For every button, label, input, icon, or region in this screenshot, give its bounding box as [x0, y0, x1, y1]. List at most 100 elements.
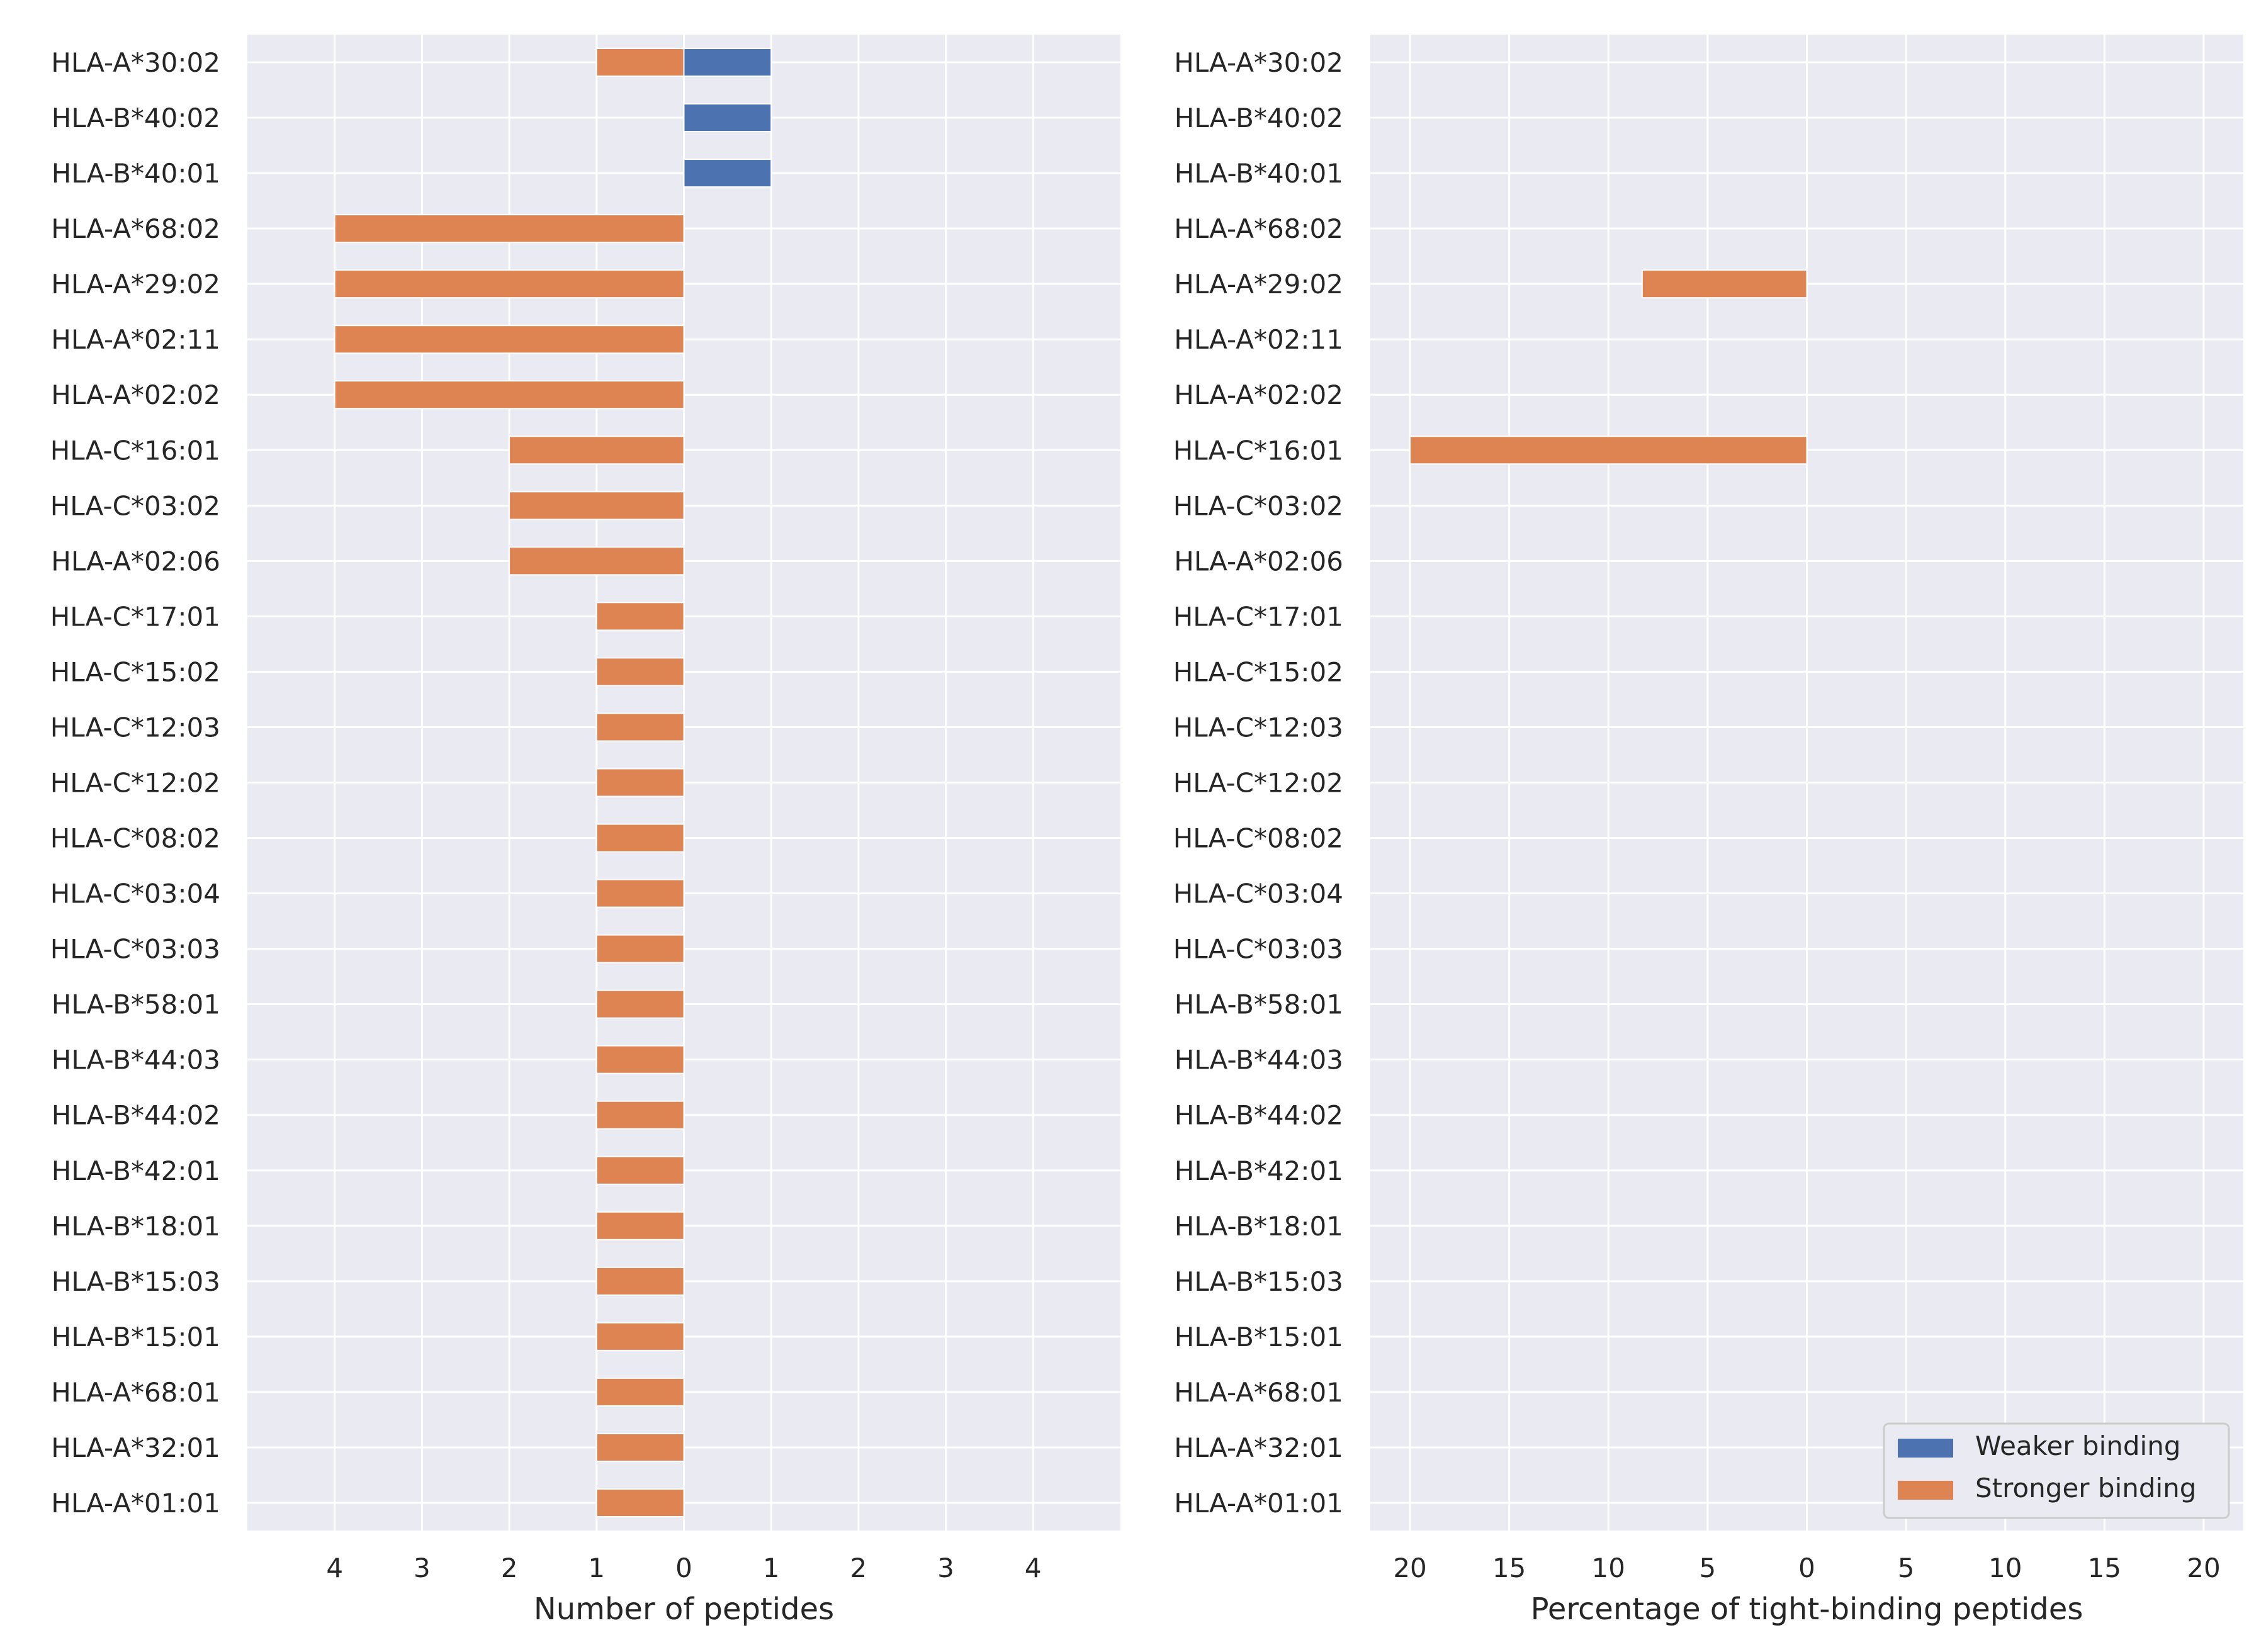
x-tick-label: 20	[2187, 1553, 2220, 1583]
y-tick-label-hla-a-29-02: HLA-A*29:02	[51, 269, 220, 300]
x-tick-label: 10	[1592, 1553, 1625, 1583]
y-tick-label-hla-b-15-01: HLA-B*15:01	[52, 1322, 220, 1352]
bar-stronger-binding-hla-c-12-02	[595, 768, 685, 797]
y-tick-label-hla-c-16-01: HLA-C*16:01	[50, 435, 220, 466]
bar-stronger-binding-hla-b-18-01	[595, 1211, 685, 1240]
bar-stronger-binding-hla-c-16-01	[1409, 435, 1808, 465]
y-tick-label-hla-a-02-06: HLA-A*02:06	[1174, 546, 1343, 576]
y-tick-label-hla-c-15-02: HLA-C*15:02	[50, 656, 220, 687]
y-tick-label-hla-a-68-01: HLA-A*68:01	[1174, 1377, 1343, 1408]
y-tick-label-hla-b-18-01: HLA-B*18:01	[1175, 1211, 1343, 1242]
y-tick-label-hla-c-17-01: HLA-C*17:01	[1173, 601, 1343, 632]
x-tick-label: 3	[937, 1553, 954, 1583]
legend-frame	[1883, 1422, 2230, 1519]
y-tick-label-hla-b-58-01: HLA-B*58:01	[52, 989, 220, 1020]
y-tick-label-hla-a-30-02: HLA-A*30:02	[51, 47, 220, 78]
y-tick-label-hla-b-15-01: HLA-B*15:01	[1175, 1322, 1343, 1352]
left-panel-number-of-peptides: 4 3 2 1 0 1 2 3 4 HLA-A*30:02 HLA-B*40:02 HLA-B*40:…	[50, 35, 1120, 1627]
y-tick-label-hla-a-01-01: HLA-A*01:01	[1174, 1488, 1343, 1519]
bar-stronger-binding-hla-a-29-02	[334, 269, 685, 299]
y-tick-label-hla-a-29-02: HLA-A*29:02	[1174, 269, 1343, 300]
x-tick-label: 5	[1700, 1553, 1716, 1583]
bar-stronger-binding-hla-a-02-06	[509, 546, 685, 576]
bar-stronger-binding-hla-b-42-01	[595, 1155, 685, 1185]
y-tick-label-hla-b-44-03: HLA-B*44:03	[1175, 1045, 1343, 1076]
bar-stronger-binding-hla-a-02-11	[334, 325, 685, 354]
legend-swatch-stronger-binding	[1898, 1481, 1953, 1500]
x-tick-label: 0	[675, 1553, 692, 1583]
bar-weaker-binding-hla-b-40-02	[683, 103, 772, 133]
bar-stronger-binding-hla-c-03-02	[509, 491, 685, 520]
x-tick-label: 2	[850, 1553, 867, 1583]
y-tick-label-hla-a-68-01: HLA-A*68:01	[51, 1377, 220, 1408]
bar-stronger-binding-hla-a-29-02	[1641, 269, 1808, 299]
y-tick-label-hla-b-18-01: HLA-B*18:01	[52, 1211, 220, 1242]
x-tick-label: 15	[2088, 1553, 2121, 1583]
y-tick-label-hla-a-02-02: HLA-A*02:02	[1174, 379, 1343, 410]
y-tick-label-hla-c-08-02: HLA-C*08:02	[50, 823, 220, 854]
bar-stronger-binding-hla-c-08-02	[595, 823, 685, 853]
y-tick-label-hla-b-40-01: HLA-B*40:01	[52, 158, 220, 189]
legend-label-stronger-binding: Stronger binding	[1975, 1473, 2196, 1503]
x-axis-label: Number of peptides	[534, 1592, 834, 1627]
x-tick-label: 3	[414, 1553, 431, 1583]
y-tick-label-hla-c-12-03: HLA-C*12:03	[50, 712, 220, 743]
bar-weaker-binding-hla-a-30-02	[683, 48, 772, 77]
x-tick-label: 4	[1025, 1553, 1042, 1583]
y-tick-label-hla-c-03-02: HLA-C*03:02	[1173, 490, 1343, 521]
x-tick-label: 20	[1393, 1553, 1426, 1583]
bar-stronger-binding-hla-a-68-01	[595, 1377, 685, 1407]
y-tick-label-hla-c-17-01: HLA-C*17:01	[50, 601, 220, 632]
y-tick-label-hla-a-02-06: HLA-A*02:06	[51, 546, 220, 576]
bar-stronger-binding-hla-a-32-01	[595, 1432, 685, 1462]
y-tick-label-hla-c-15-02: HLA-C*15:02	[1173, 656, 1343, 687]
y-tick-label-hla-b-44-02: HLA-B*44:02	[52, 1100, 220, 1131]
y-tick-label-hla-a-01-01: HLA-A*01:01	[51, 1488, 220, 1519]
y-tick-label-hla-a-02-02: HLA-A*02:02	[51, 379, 220, 410]
legend-swatch-weaker-binding	[1898, 1439, 1953, 1458]
x-tick-label: 15	[1492, 1553, 1526, 1583]
bar-stronger-binding-hla-b-44-02	[595, 1100, 685, 1130]
y-tick-label-hla-a-68-02: HLA-A*68:02	[1174, 213, 1343, 244]
bar-stronger-binding-hla-c-16-01	[509, 435, 685, 465]
bar-weaker-binding-hla-b-40-01	[683, 159, 772, 188]
y-tick-label-hla-c-08-02: HLA-C*08:02	[1173, 823, 1343, 854]
legend: Weaker binding Stronger binding	[1883, 1422, 2230, 1519]
y-tick-label-hla-b-58-01: HLA-B*58:01	[1175, 989, 1343, 1020]
x-tick-label: 4	[326, 1553, 343, 1583]
y-tick-label-hla-c-12-02: HLA-C*12:02	[1173, 768, 1343, 799]
y-tick-label-hla-c-12-02: HLA-C*12:02	[50, 768, 220, 799]
x-tick-label: 1	[763, 1553, 780, 1583]
y-tick-label-hla-a-30-02: HLA-A*30:02	[1174, 47, 1343, 78]
bar-stronger-binding-hla-c-12-03	[595, 712, 685, 742]
y-tick-label-hla-b-15-03: HLA-B*15:03	[1175, 1266, 1343, 1297]
right-panel-percentage-tight-binding: 20 15 10 5 0 5 10 15 20 HLA-A*30:02 HLA-B*40:02 HLA…	[1173, 35, 2243, 1627]
bar-stronger-binding-hla-b-15-03	[595, 1266, 685, 1296]
x-axis-label: Percentage of tight-binding peptides	[1531, 1592, 2083, 1627]
y-tick-label-hla-c-16-01: HLA-C*16:01	[1173, 435, 1343, 466]
legend-label-weaker-binding: Weaker binding	[1975, 1430, 2180, 1461]
y-tick-label-hla-c-03-04: HLA-C*03:04	[50, 879, 220, 909]
bar-stronger-binding-hla-c-03-04	[595, 879, 685, 908]
y-tick-label-hla-a-68-02: HLA-A*68:02	[51, 213, 220, 244]
bar-stronger-binding-hla-a-02-02	[334, 380, 685, 410]
x-tick-label: 1	[588, 1553, 605, 1583]
y-tick-label-hla-b-40-02: HLA-B*40:02	[1175, 103, 1343, 133]
y-tick-label-hla-c-03-04: HLA-C*03:04	[1173, 879, 1343, 909]
y-tick-label-hla-a-02-11: HLA-A*02:11	[1174, 324, 1343, 355]
y-tick-label-hla-b-40-01: HLA-B*40:01	[1175, 158, 1343, 189]
y-tick-label-hla-b-42-01: HLA-B*42:01	[52, 1155, 220, 1186]
x-tick-label: 10	[1988, 1553, 2022, 1583]
x-tick-label: 2	[501, 1553, 518, 1583]
bar-stronger-binding-hla-a-68-02	[334, 214, 685, 244]
y-tick-label-hla-b-44-02: HLA-B*44:02	[1175, 1100, 1343, 1131]
y-tick-label-hla-b-44-03: HLA-B*44:03	[52, 1045, 220, 1076]
y-tick-label-hla-b-15-03: HLA-B*15:03	[52, 1266, 220, 1297]
bar-stronger-binding-hla-b-58-01	[595, 989, 685, 1019]
bar-stronger-binding-hla-b-15-01	[595, 1322, 685, 1351]
x-tick-label: 0	[1798, 1553, 1815, 1583]
x-tick-label: 5	[1898, 1553, 1915, 1583]
y-tick-label-hla-c-12-03: HLA-C*12:03	[1173, 712, 1343, 743]
y-tick-label-hla-c-03-03: HLA-C*03:03	[50, 934, 220, 965]
